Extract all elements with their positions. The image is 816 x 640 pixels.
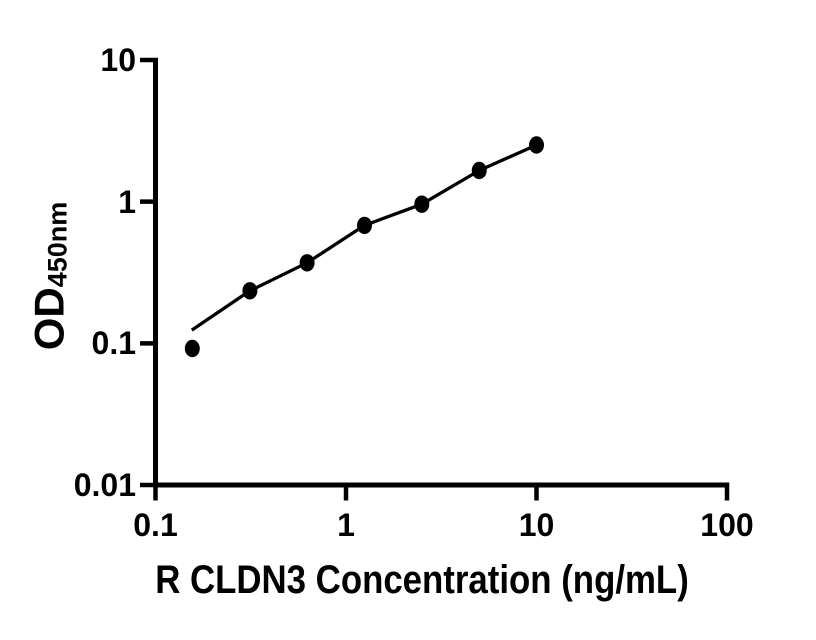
data-point (414, 195, 430, 213)
y-tick-label: 1 (118, 183, 136, 220)
x-tick-label: 100 (700, 507, 754, 543)
y-axis-title-main: OD (25, 287, 73, 351)
x-tick-label: 1 (337, 507, 355, 543)
y-axis-title: OD450nm (25, 201, 73, 351)
y-tick-label: 10 (100, 42, 136, 78)
y-axis-title-subscript: 450nm (42, 201, 73, 288)
x-tick-label: 10 (518, 507, 555, 543)
data-point (357, 216, 372, 235)
x-tick-label: 0.1 (133, 507, 178, 543)
y-tick-label: 0.1 (91, 325, 136, 362)
data-point (299, 254, 315, 272)
y-tick-label: 0.01 (73, 467, 136, 503)
data-point (529, 136, 544, 154)
data-point (471, 161, 487, 180)
data-point (242, 282, 258, 300)
x-axis-title: R CLDN3 Concentration (ng/mL) (155, 558, 689, 602)
data-point (184, 339, 200, 358)
